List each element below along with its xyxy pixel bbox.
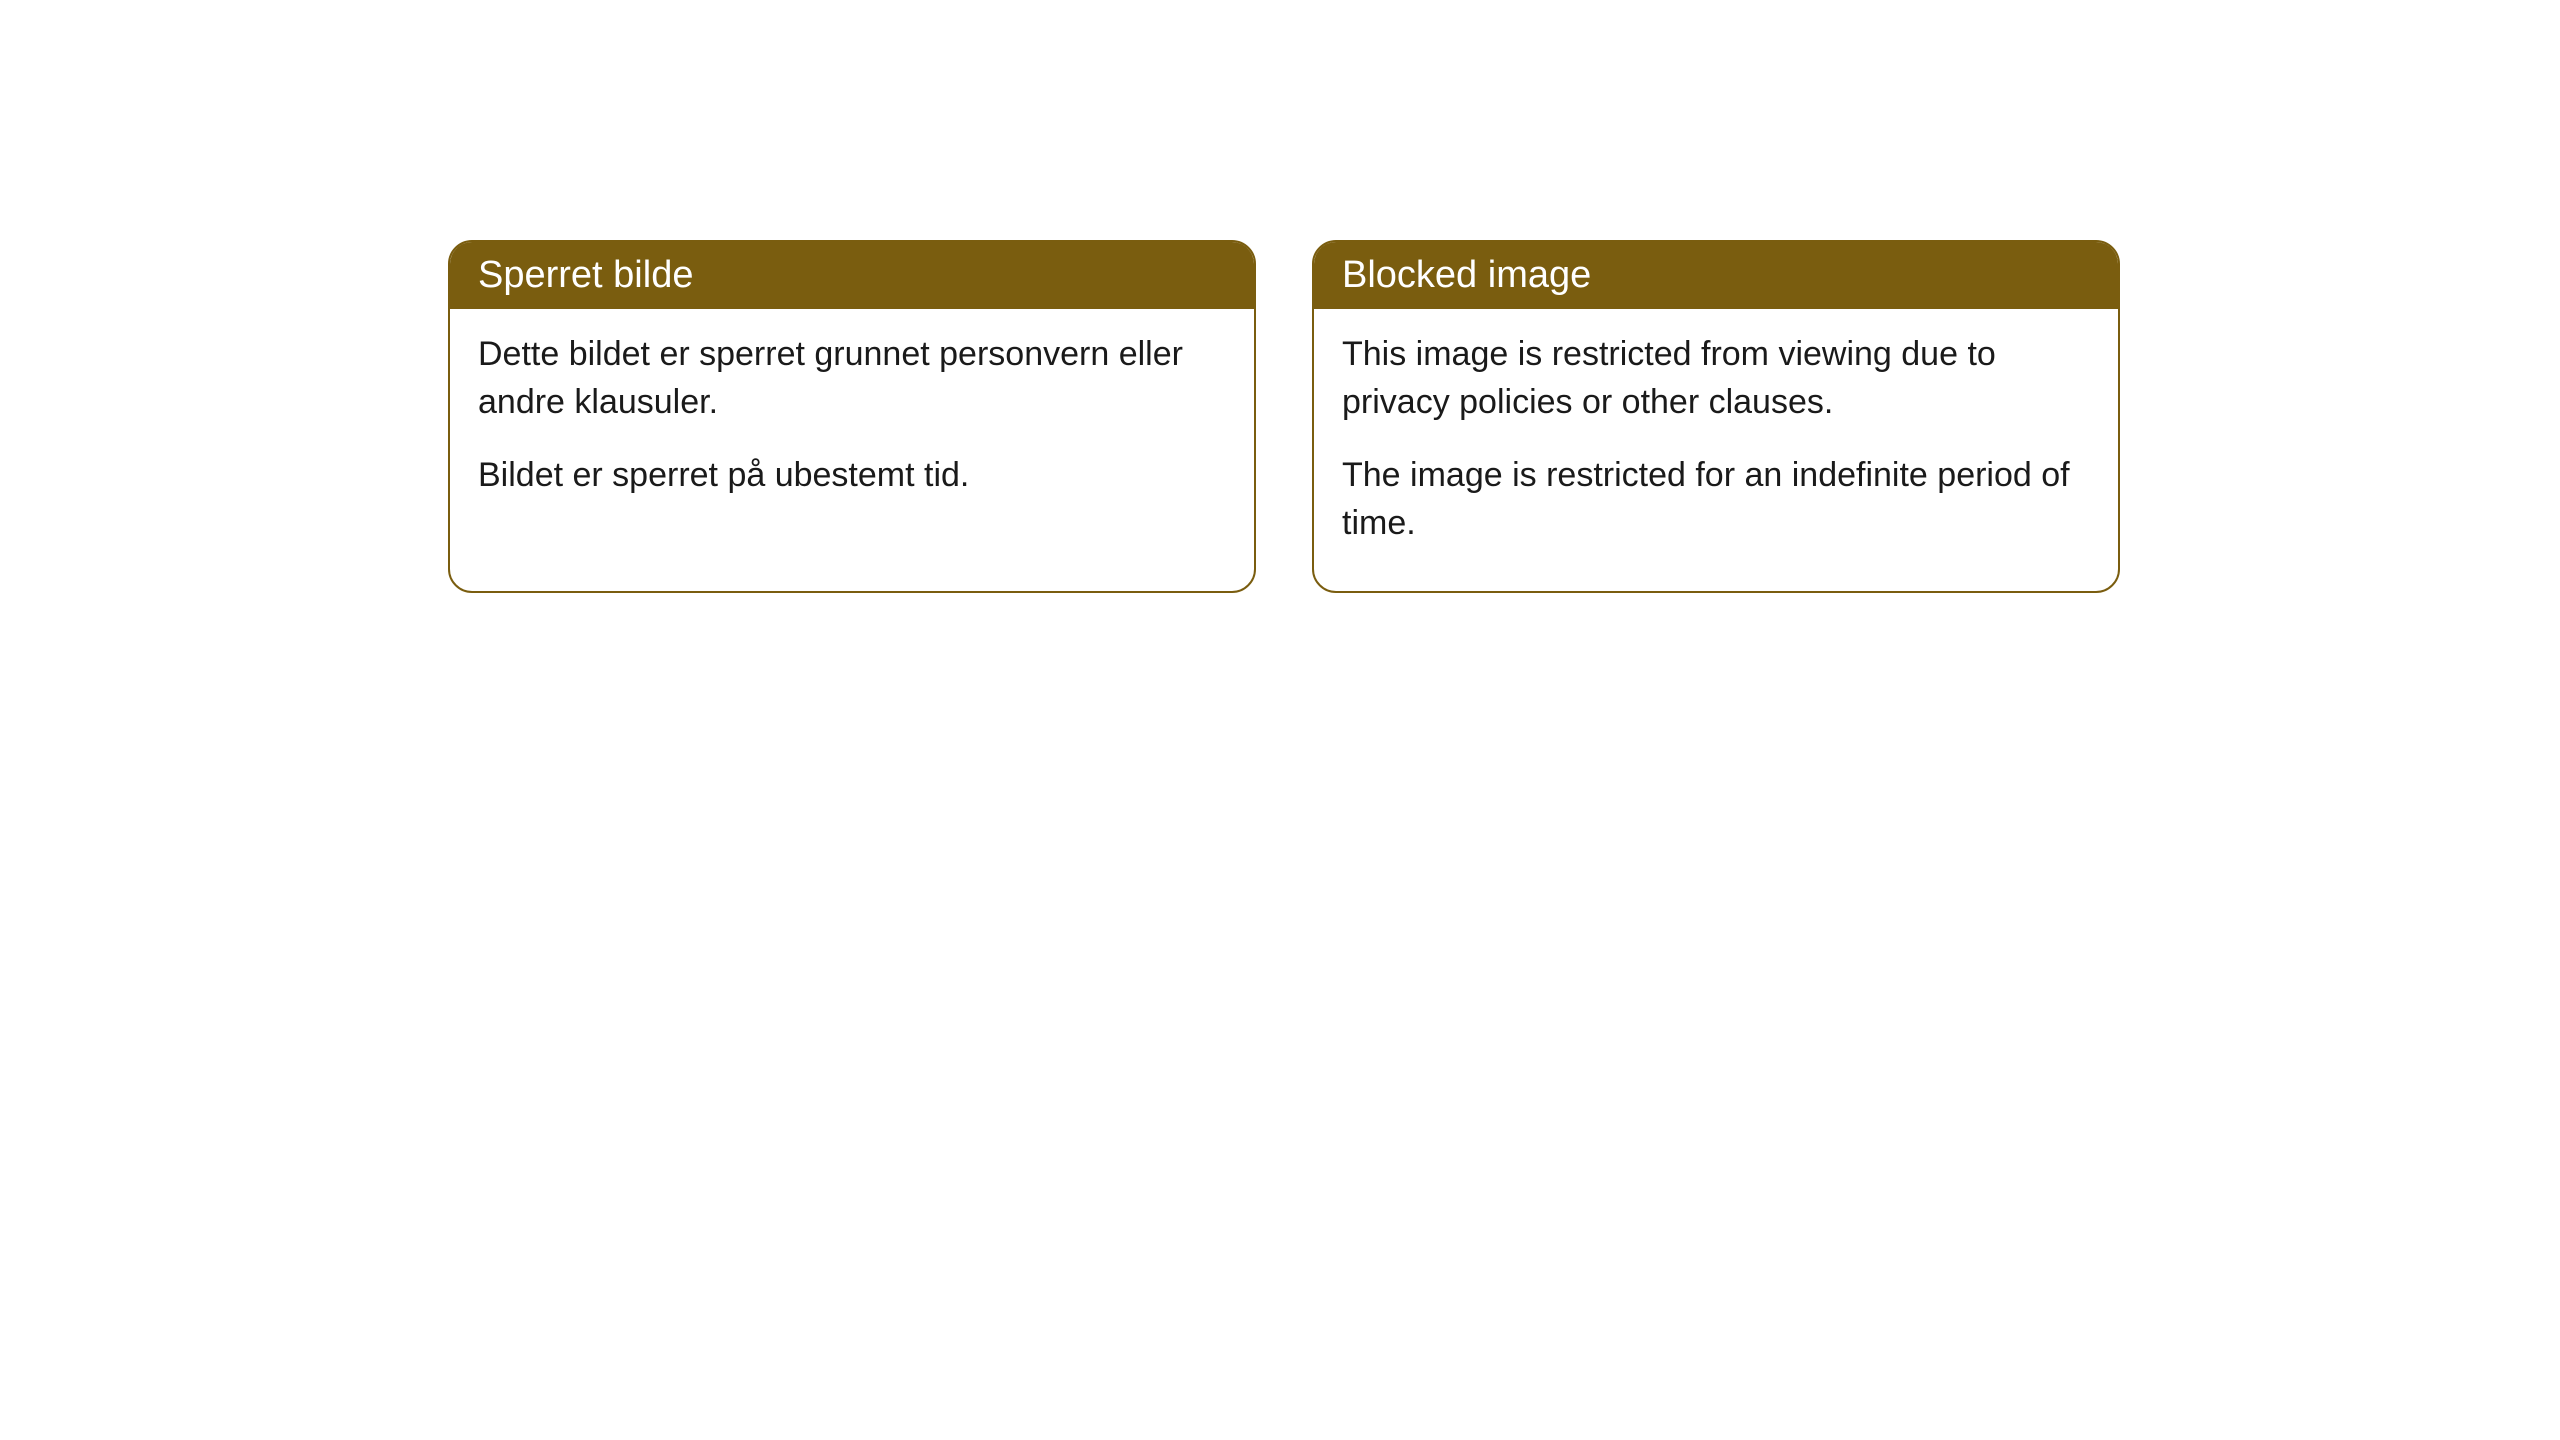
card-body: Dette bildet er sperret grunnet personve…	[450, 309, 1254, 544]
card-body: This image is restricted from viewing du…	[1314, 309, 2118, 591]
card-title: Sperret bilde	[478, 254, 693, 296]
notice-cards-container: Sperret bilde Dette bildet er sperret gr…	[448, 240, 2120, 593]
notice-card-english: Blocked image This image is restricted f…	[1312, 240, 2120, 593]
card-paragraph: Dette bildet er sperret grunnet personve…	[478, 331, 1226, 426]
card-paragraph: Bildet er sperret på ubestemt tid.	[478, 452, 1226, 500]
card-paragraph: This image is restricted from viewing du…	[1342, 331, 2090, 426]
card-title: Blocked image	[1342, 254, 1591, 296]
card-header: Blocked image	[1314, 242, 2118, 309]
card-header: Sperret bilde	[450, 242, 1254, 309]
card-paragraph: The image is restricted for an indefinit…	[1342, 452, 2090, 547]
notice-card-norwegian: Sperret bilde Dette bildet er sperret gr…	[448, 240, 1256, 593]
